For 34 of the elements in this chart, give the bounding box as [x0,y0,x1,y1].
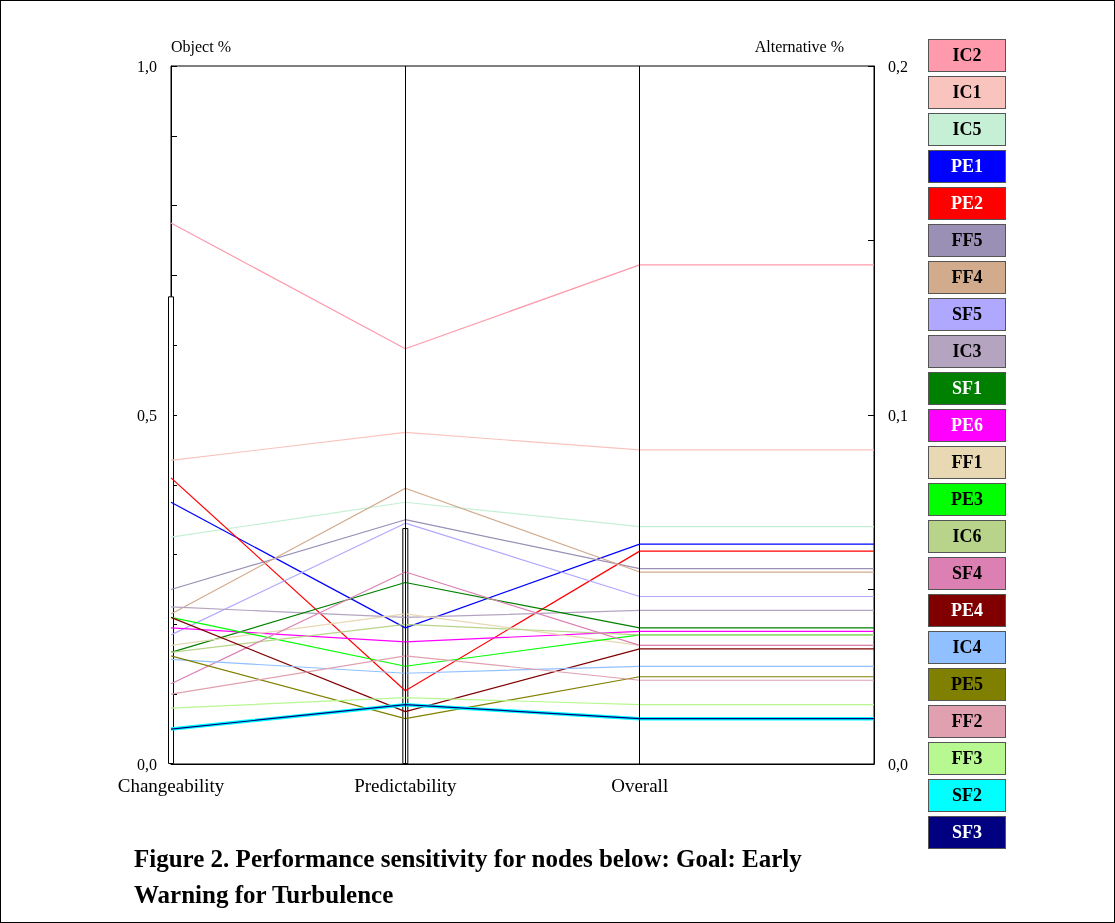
x-tick-label: Changeability [117,775,225,796]
y2-tick-label: 0,1 [888,406,908,424]
text: PE1 [928,150,1006,183]
text: SF5 [928,298,1006,331]
text: SF1 [928,372,1006,405]
text: IC2 [928,39,1006,72]
text: FF5 [928,224,1006,257]
y-tick-label: 0,0 [137,755,157,773]
y-tick-label: 1,0 [137,57,157,75]
text: PE6 [928,409,1006,442]
text: Figure 2. Performance sensitivity for nodes below: Goal: Early Warning for Turbulence [134,844,803,910]
y2-axis-title: Alternative % [754,37,844,55]
text: PE5 [928,668,1006,701]
y-tick-label: 0,5 [137,406,157,424]
text: SF4 [928,557,1006,590]
text: SF3 [928,816,1006,849]
text: IC4 [928,631,1006,664]
x-tick-label: Overall [611,775,669,796]
text: IC6 [928,520,1006,553]
text: FF3 [928,742,1006,775]
text: IC5 [928,113,1006,146]
y-axis-title: Object % [171,37,231,56]
y2-tick-label: 0,2 [888,57,908,75]
text: PE2 [928,187,1006,220]
text: IC3 [928,335,1006,368]
text: FF1 [928,446,1006,479]
text: SF2 [928,779,1006,812]
x-tick-label: Predictability [354,775,458,796]
text: PE4 [928,594,1006,627]
text: IC1 [928,76,1006,109]
y2-tick-label: 0,0 [888,755,908,773]
text: FF4 [928,261,1006,294]
text: FF2 [928,705,1006,738]
text: PE3 [928,483,1006,516]
